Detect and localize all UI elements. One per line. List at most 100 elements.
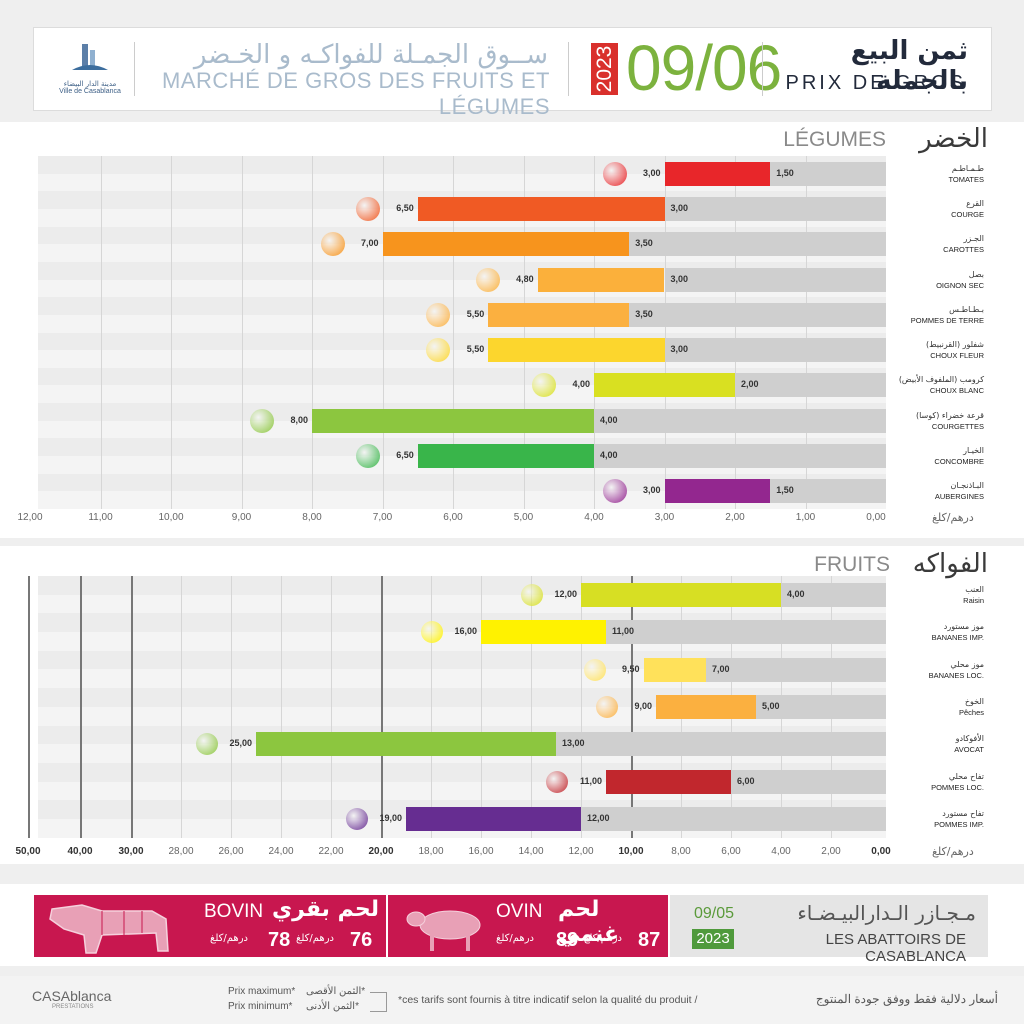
row-label-fr: CHOUX FLEUR — [930, 351, 984, 361]
value-max-label: 19,00 — [379, 813, 402, 824]
value-max-label: 7,00 — [360, 238, 379, 249]
potato-icon — [426, 302, 451, 327]
value-min-label: 6,00 — [737, 775, 755, 786]
bar-max-segment — [664, 479, 771, 504]
row-label-fr: BANANES IMP. — [931, 633, 984, 643]
row-label-ar: قرعة خضراء (كوسا) — [916, 410, 984, 420]
value-min-label: 4,00 — [787, 588, 805, 599]
bar-max-segment — [417, 444, 594, 469]
ovin-unit-2: درهم/كلغ — [584, 933, 622, 944]
legend-bracket — [370, 992, 387, 1012]
axis-tick-label: 6,00 — [721, 846, 741, 857]
gridline — [171, 156, 172, 509]
row-label-fr: POMMES IMP. — [934, 820, 984, 830]
value-min-label: 4,00 — [600, 414, 618, 425]
row-label: موز مستورد BANANES IMP. — [890, 622, 984, 643]
onion-icon — [475, 267, 500, 292]
row-label: الخوخ Pêches — [890, 697, 984, 718]
row-label-fr: POMMES DE TERRE — [910, 315, 984, 325]
section-title-ar: الفواكه — [912, 549, 988, 579]
axis-tick-label: 4,00 — [584, 512, 604, 523]
carrot-icon — [320, 232, 345, 257]
gridline — [481, 576, 482, 838]
axis-tick-label: 10,00 — [618, 846, 644, 857]
price-title-ar: ثمن البيع بالجملة — [850, 36, 968, 96]
row-label: القرع COURGE — [890, 199, 984, 220]
value-max-label: 5,50 — [466, 344, 485, 355]
value-max-label: 8,00 — [290, 414, 308, 425]
bananas-icon — [421, 621, 443, 644]
value-max-label: 9,50 — [621, 663, 640, 674]
axis-unit-label: درهم/كلغ — [932, 845, 974, 858]
footer-note-ar: أسعار دلالية فقط ووفق جودة المنتوج — [815, 992, 998, 1006]
bar-min-segment — [629, 302, 886, 327]
bar-max-segment — [488, 338, 665, 363]
value-min-label: 3,00 — [670, 344, 689, 355]
value-min-label: 4,00 — [600, 450, 618, 461]
row-label-ar: تفاح مستورد — [942, 809, 984, 819]
city-logo-icon — [72, 44, 108, 70]
axis-tick-label: 4,00 — [771, 846, 791, 857]
footer-logo-sub: PRESTATIONS — [52, 1004, 94, 1010]
bar-min-segment — [629, 232, 886, 257]
row-label-ar: الجـزر — [963, 234, 984, 244]
row-label: طـمـاطـم TOMATES — [890, 164, 984, 185]
row-label: تفاح محلي POMMES LOC. — [890, 772, 984, 793]
zucchini-icon — [250, 408, 274, 433]
gridline — [805, 156, 807, 509]
row-label-fr: Pêches — [958, 707, 984, 717]
row-label: شفلور (القرنبيط) CHOUX FLEUR — [890, 340, 984, 361]
row-label: الأفوكادو AVOCAT — [890, 734, 984, 755]
axis-tick-label: 18,00 — [418, 846, 444, 857]
gridline — [382, 156, 384, 509]
value-min-label: 2,00 — [741, 379, 759, 390]
abattoir-panel: 09/05 2023 مـجـازر الـدارالبيـضـاء LES A… — [670, 895, 988, 965]
bovin-min: 78 — [268, 929, 291, 951]
bar-max-segment — [312, 408, 594, 433]
axis-tick-label: 8,00 — [302, 512, 322, 523]
price-title-fr: PRIX DE GROS — [785, 72, 966, 94]
axis-tick-label: 9,00 — [231, 512, 252, 523]
value-min-label: 7,00 — [712, 663, 730, 674]
gridline — [131, 576, 133, 838]
row-label: بصل OIGNON SEC — [890, 270, 984, 291]
bovin-panel: BOVIN لحم بقري درهم/كلغ 78 درهم/كلغ 76 — [34, 895, 386, 957]
bar-max-segment — [382, 232, 630, 257]
bar-max-segment — [643, 657, 706, 682]
bovin-fr: BOVIN — [204, 901, 264, 922]
footer-note-fr: *ces tarifs sont fournis à titre indicat… — [398, 994, 698, 1006]
city-logo-fr: Ville de Casablanca — [59, 88, 121, 95]
bar-max-segment — [481, 620, 606, 645]
gridline — [80, 576, 82, 838]
value-min-label: 3,00 — [670, 273, 689, 284]
gridline — [735, 156, 736, 509]
abattoir-year: 2023 — [692, 929, 734, 949]
bar-max-segment — [581, 582, 781, 607]
bar-min-segment — [756, 694, 886, 719]
value-max-label: 3,00 — [642, 485, 661, 496]
section-title-fr: FRUITS — [814, 553, 890, 576]
row-label: الخيـار CONCOMBRE — [890, 446, 984, 467]
value-min-label: 13,00 — [562, 738, 585, 749]
gridline — [181, 576, 182, 838]
gridline — [28, 576, 30, 838]
cauliflower-icon — [426, 338, 451, 363]
axis-tick-label: 2,00 — [725, 512, 745, 523]
row-label-fr: COURGE — [951, 209, 984, 219]
axis-tick-label: 24,00 — [268, 846, 294, 857]
value-min-label: 3,50 — [635, 308, 653, 319]
axis-tick-label: 22,00 — [318, 846, 344, 857]
value-min-label: 3,50 — [635, 238, 653, 249]
abattoir-date: 09/05 — [694, 905, 735, 922]
value-max-label: 16,00 — [454, 626, 477, 637]
bar-min-segment — [706, 657, 886, 682]
gridline — [431, 576, 432, 838]
gridline — [664, 156, 666, 509]
bar-min-segment — [664, 267, 886, 292]
cow-icon — [49, 904, 169, 954]
bar-min-segment — [735, 373, 886, 398]
row-label: بـطـاطـس POMMES DE TERRE — [890, 305, 984, 326]
apple-red-icon — [546, 770, 568, 793]
footer-logo: CASAblanca — [32, 988, 112, 1004]
header-divider — [762, 42, 763, 96]
